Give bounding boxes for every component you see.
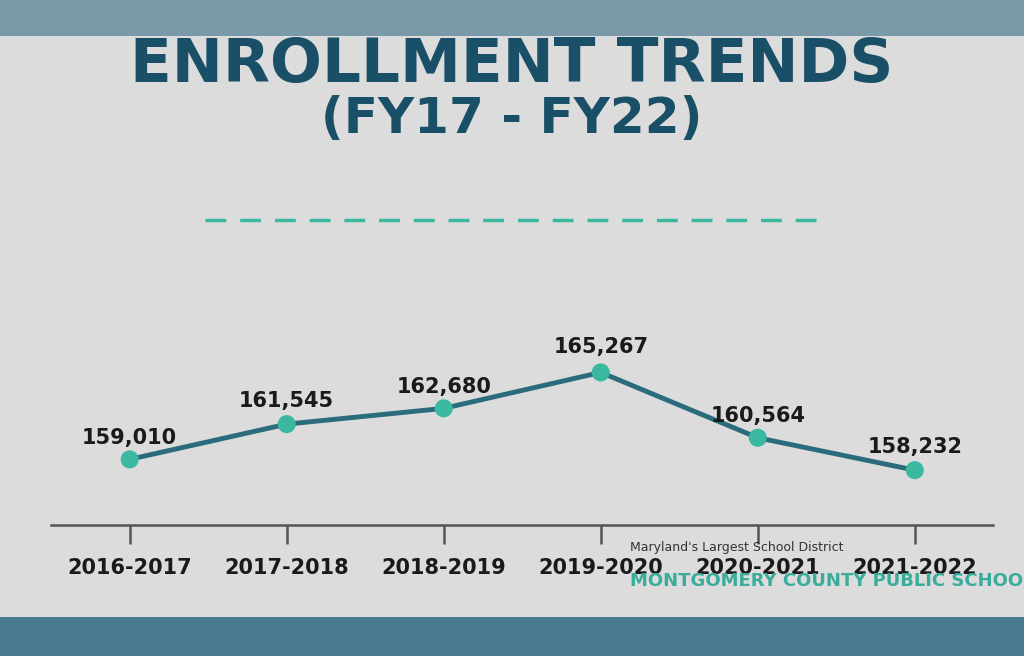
Point (750, 432, 766, 443)
Point (593, 367, 609, 378)
Text: 161,545: 161,545 (240, 390, 334, 411)
Point (122, 454, 138, 464)
Text: ENROLLMENT TRENDS: ENROLLMENT TRENDS (130, 36, 894, 95)
Text: (FY17 - FY22): (FY17 - FY22) (322, 95, 702, 143)
Text: Maryland's Largest School District: Maryland's Largest School District (630, 541, 843, 554)
Text: 160,564: 160,564 (711, 406, 805, 426)
Text: 165,267: 165,267 (553, 337, 648, 357)
Text: 158,232: 158,232 (867, 436, 963, 457)
Text: 159,010: 159,010 (82, 428, 177, 447)
Text: 162,680: 162,680 (396, 377, 492, 397)
Point (279, 419, 295, 430)
Point (906, 465, 923, 476)
Text: MONTGOMERY COUNTY PUBLIC SCHOOLS: MONTGOMERY COUNTY PUBLIC SCHOOLS (630, 573, 1024, 590)
Point (435, 403, 452, 413)
